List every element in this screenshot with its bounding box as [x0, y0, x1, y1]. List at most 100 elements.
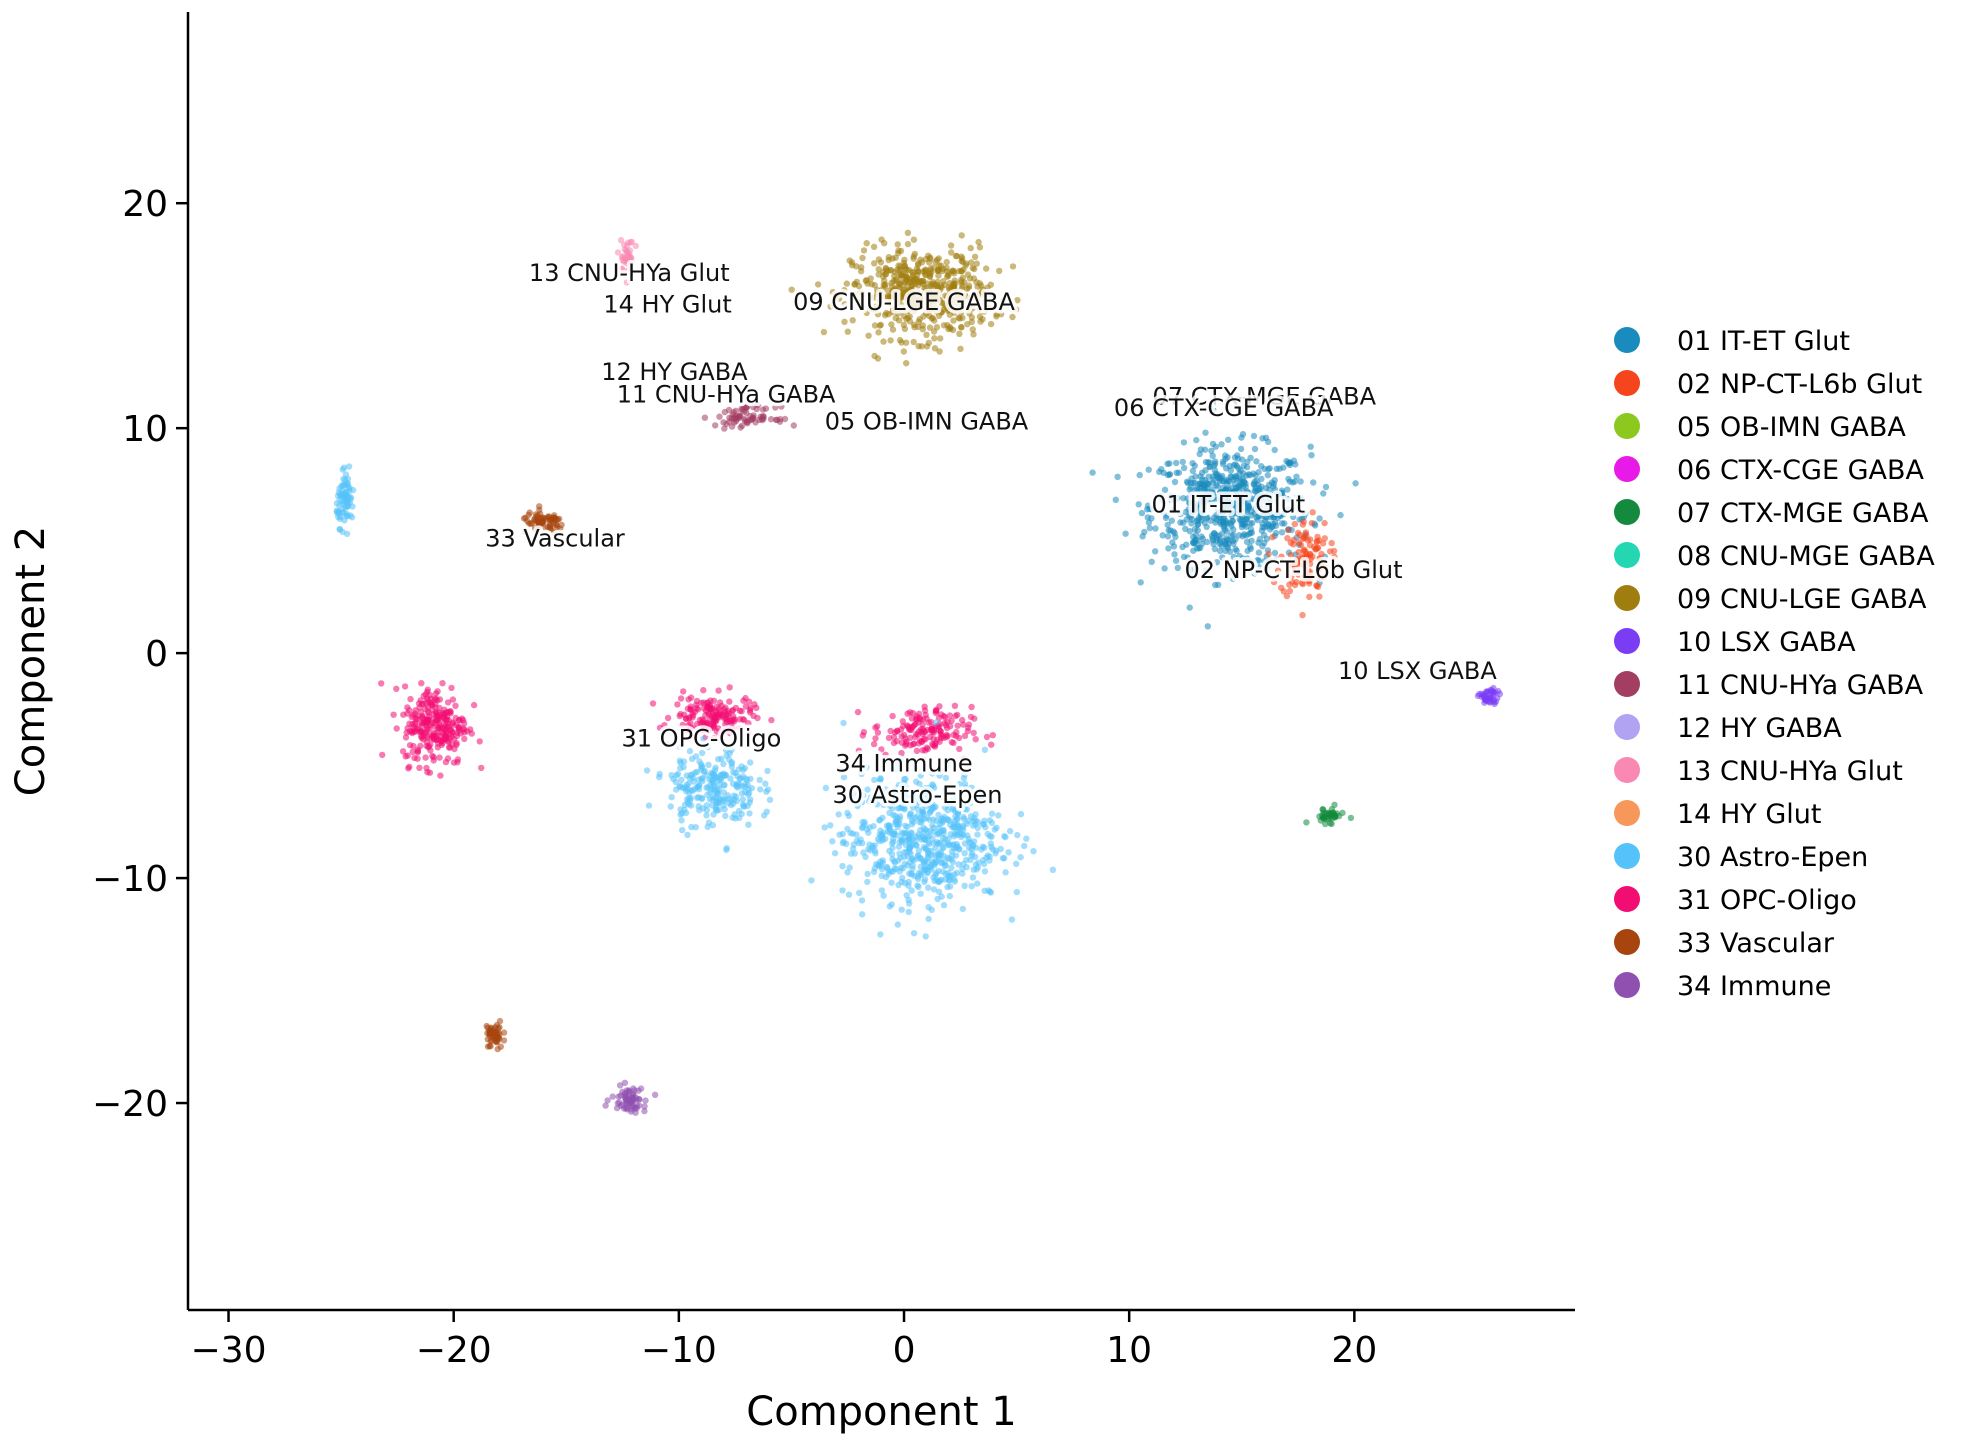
data-point	[656, 773, 663, 781]
data-point	[889, 790, 897, 797]
data-point	[407, 695, 414, 703]
data-point	[995, 812, 1002, 819]
data-point	[1274, 567, 1282, 574]
data-point	[720, 419, 727, 426]
data-point	[1297, 478, 1304, 485]
data-point	[446, 744, 454, 751]
data-point	[974, 831, 981, 838]
legend-marker	[1614, 456, 1640, 482]
data-point	[744, 781, 751, 788]
data-point	[1347, 814, 1355, 822]
data-point	[868, 294, 875, 301]
data-point	[489, 1026, 497, 1033]
data-point	[724, 708, 732, 715]
x-tick-label: 0	[893, 1330, 916, 1371]
data-point	[916, 791, 923, 798]
data-point	[679, 721, 686, 729]
data-point	[680, 763, 687, 771]
data-point	[1177, 510, 1184, 518]
data-point	[1247, 454, 1254, 461]
cluster-label: 34 Immune	[835, 749, 972, 777]
data-point	[856, 298, 863, 305]
data-point	[1135, 501, 1142, 508]
data-point	[1248, 529, 1256, 536]
data-point	[1272, 529, 1280, 537]
data-point	[915, 740, 922, 747]
data-point	[1217, 510, 1224, 517]
data-point	[948, 717, 955, 724]
data-point	[390, 711, 397, 718]
data-point	[988, 810, 996, 817]
cluster-label: 06 CTX-CGE GABA	[1114, 394, 1334, 422]
data-point	[1264, 438, 1272, 445]
data-point	[950, 796, 957, 803]
data-point	[935, 255, 942, 262]
legend-label: 06 CTX-CGE GABA	[1677, 455, 1925, 486]
data-point	[952, 852, 960, 859]
data-point	[897, 247, 905, 255]
data-point	[932, 845, 939, 852]
data-point	[912, 733, 919, 741]
data-point	[745, 821, 752, 828]
data-point	[1180, 553, 1188, 560]
data-point	[1203, 514, 1210, 522]
data-point	[1159, 532, 1166, 539]
data-point	[853, 801, 861, 808]
data-point	[1319, 540, 1327, 547]
data-point	[1198, 501, 1206, 508]
data-point	[968, 703, 975, 711]
data-point	[908, 794, 915, 801]
data-point	[992, 850, 999, 857]
data-point	[699, 749, 706, 757]
data-point	[908, 887, 915, 894]
data-point	[626, 263, 633, 270]
data-point	[888, 321, 895, 328]
data-point	[1013, 888, 1020, 896]
data-point	[1232, 503, 1240, 510]
cluster-label: 10 LSX GABA	[1338, 657, 1497, 685]
data-point	[821, 824, 828, 831]
data-point	[904, 862, 911, 869]
data-point	[919, 322, 926, 329]
data-point	[435, 713, 442, 721]
data-point	[710, 735, 718, 742]
data-point	[1486, 694, 1494, 701]
data-point	[1017, 854, 1024, 861]
data-point	[1180, 439, 1188, 446]
data-point	[723, 746, 730, 754]
data-point	[935, 811, 942, 819]
data-point	[713, 728, 720, 735]
data-point	[993, 313, 1000, 320]
legend-label: 30 Astro-Epen	[1677, 842, 1868, 873]
data-point	[1193, 485, 1201, 492]
data-point	[732, 769, 739, 777]
legend-marker	[1614, 843, 1640, 869]
data-point	[1293, 557, 1301, 564]
legend-label: 08 CNU-MGE GABA	[1677, 541, 1935, 572]
data-point	[720, 782, 727, 789]
data-point	[604, 1097, 611, 1104]
data-point	[950, 317, 957, 324]
data-point	[938, 711, 945, 718]
data-point	[1211, 545, 1219, 553]
data-point	[1199, 535, 1206, 542]
data-point	[708, 769, 715, 777]
data-point	[1236, 552, 1243, 560]
data-point	[921, 858, 929, 866]
data-point	[958, 309, 965, 316]
data-point	[730, 414, 738, 422]
data-point	[706, 789, 714, 796]
data-point	[936, 727, 943, 734]
data-point	[1189, 460, 1196, 467]
y-tick-label: 10	[122, 409, 168, 450]
data-point	[695, 786, 703, 793]
data-point	[831, 850, 839, 857]
data-point	[942, 774, 950, 782]
data-point	[956, 330, 963, 337]
data-point	[429, 752, 436, 760]
data-point	[855, 747, 863, 754]
cluster-label: 05 OB-IMN GABA	[825, 407, 1029, 435]
data-point	[1255, 557, 1263, 564]
data-point	[996, 267, 1003, 275]
data-point	[960, 755, 967, 762]
